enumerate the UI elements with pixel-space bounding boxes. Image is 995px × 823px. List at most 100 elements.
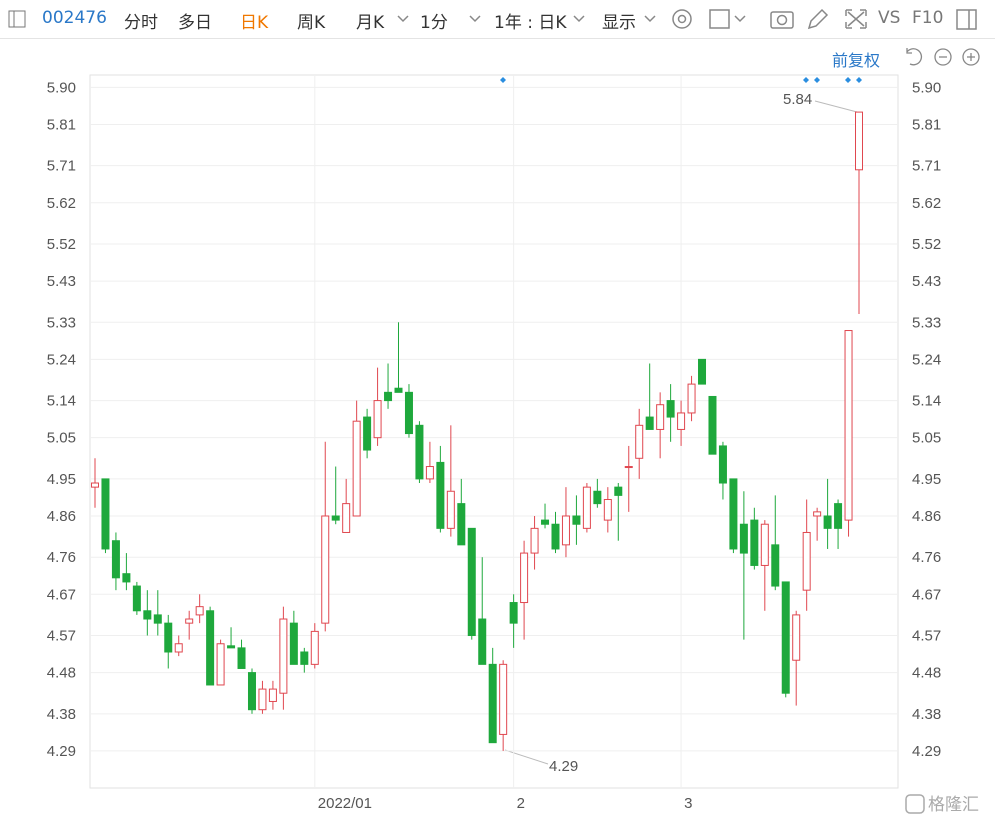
candle-body bbox=[143, 610, 152, 620]
toolbar: 002476 分时 多日 日K 周K 月K 1分 1年 : 日K 显示 VS F… bbox=[0, 0, 995, 39]
candle-body bbox=[478, 618, 487, 665]
candle-body bbox=[698, 358, 707, 385]
candle-body bbox=[363, 416, 372, 451]
candle-body bbox=[300, 651, 309, 665]
candle-body bbox=[802, 531, 811, 591]
candle-body bbox=[645, 416, 654, 430]
annotation-leader bbox=[504, 749, 549, 765]
y-tick-label: 5.33 bbox=[47, 314, 76, 331]
y-tick-label-right: 5.81 bbox=[912, 116, 941, 133]
candle-body bbox=[781, 581, 790, 694]
candle-body bbox=[394, 387, 403, 393]
candle-body bbox=[446, 490, 455, 529]
candle-body bbox=[718, 445, 727, 484]
candle-body bbox=[635, 424, 644, 459]
candle-body bbox=[268, 688, 277, 702]
y-tick-label: 4.67 bbox=[47, 586, 76, 603]
candle-body bbox=[342, 503, 351, 533]
y-tick-label-right: 5.24 bbox=[912, 351, 941, 368]
candle-body bbox=[185, 618, 194, 624]
candle-body bbox=[520, 552, 529, 604]
candle-body bbox=[739, 523, 748, 554]
y-tick-label: 5.81 bbox=[47, 116, 76, 133]
y-tick-label-right: 4.48 bbox=[912, 665, 941, 682]
candle-body bbox=[823, 515, 832, 529]
candle-body bbox=[174, 643, 183, 653]
y-tick-label: 4.38 bbox=[47, 706, 76, 723]
candle-body bbox=[792, 614, 801, 661]
candle-body bbox=[321, 515, 330, 624]
y-tick-label: 4.57 bbox=[47, 628, 76, 645]
candle-body bbox=[582, 486, 591, 529]
candle-body bbox=[541, 519, 550, 525]
panel-icon[interactable] bbox=[8, 10, 26, 28]
range-dropdown[interactable]: 1年 : 日K bbox=[494, 13, 567, 33]
plot-frame bbox=[89, 74, 899, 789]
y-tick-label-right: 4.67 bbox=[912, 586, 941, 603]
candle-body bbox=[132, 585, 141, 612]
tab-dropdown[interactable]: 月K bbox=[356, 13, 385, 33]
y-tick-label: 5.62 bbox=[47, 195, 76, 212]
y-tick-label-right: 4.38 bbox=[912, 706, 941, 723]
candle-body bbox=[467, 527, 476, 637]
candle-body bbox=[415, 424, 424, 480]
y-tick-label: 5.05 bbox=[47, 430, 76, 447]
y-tick-label-right: 5.14 bbox=[912, 393, 941, 410]
candle-body bbox=[101, 478, 110, 550]
tab-active[interactable]: 日K bbox=[240, 13, 269, 33]
y-tick-label: 5.14 bbox=[47, 393, 76, 410]
adjust-toggle[interactable]: 前复权 bbox=[832, 51, 881, 70]
candle-body bbox=[153, 614, 162, 624]
annotation-leader bbox=[814, 100, 858, 113]
x-tick-label: 2 bbox=[517, 795, 525, 812]
candle-body bbox=[551, 523, 560, 550]
tab[interactable]: 周K bbox=[297, 13, 326, 33]
max-annotation: 5.84 bbox=[783, 91, 812, 108]
tab-dropdown[interactable]: 1分 bbox=[420, 13, 448, 33]
candle-body bbox=[279, 618, 288, 694]
candle-body bbox=[844, 330, 853, 521]
tab[interactable]: 分时 bbox=[124, 13, 158, 33]
candle-body bbox=[603, 499, 612, 521]
tab[interactable]: 多日 bbox=[178, 13, 212, 33]
y-tick-label-right: 5.05 bbox=[912, 430, 941, 447]
candle-body bbox=[499, 663, 508, 735]
candle-body bbox=[227, 645, 236, 649]
vs-button[interactable]: VS bbox=[878, 8, 901, 28]
candle-body bbox=[384, 391, 393, 402]
y-tick-label-right: 4.86 bbox=[912, 508, 941, 525]
candle-body bbox=[855, 111, 863, 171]
candle-body bbox=[760, 523, 769, 566]
f10-button[interactable]: F10 bbox=[912, 8, 944, 28]
zoom-icons[interactable] bbox=[906, 48, 980, 66]
candle-body bbox=[687, 383, 696, 414]
display-dropdown[interactable]: 显示 bbox=[602, 13, 636, 33]
candle-body bbox=[488, 663, 497, 744]
stock-code[interactable]: 002476 bbox=[42, 8, 107, 28]
y-tick-label-right: 5.90 bbox=[912, 79, 941, 96]
candle-body bbox=[708, 395, 717, 455]
y-tick-label: 4.48 bbox=[47, 665, 76, 682]
min-annotation: 4.29 bbox=[549, 758, 578, 775]
candle-body bbox=[404, 391, 413, 435]
candle-body bbox=[373, 400, 382, 439]
candle-body bbox=[206, 610, 215, 686]
candle-body bbox=[771, 544, 780, 587]
watermark: 格隆汇 bbox=[905, 794, 979, 814]
candle-body bbox=[289, 622, 298, 665]
candle-body bbox=[677, 412, 686, 430]
y-tick-label: 5.71 bbox=[47, 158, 76, 175]
candle-body bbox=[247, 672, 256, 711]
candle-body bbox=[91, 482, 99, 488]
y-tick-label: 5.43 bbox=[47, 273, 76, 290]
candle-body bbox=[122, 573, 131, 583]
event-markers[interactable] bbox=[500, 77, 862, 83]
candle-body bbox=[572, 515, 581, 525]
y-tick-label: 5.52 bbox=[47, 236, 76, 253]
candle-body bbox=[310, 630, 319, 665]
candle-body bbox=[436, 461, 445, 529]
candle-body bbox=[164, 622, 173, 653]
y-tick-label-right: 4.76 bbox=[912, 549, 941, 566]
watermark-text: 格隆汇 bbox=[928, 795, 979, 814]
